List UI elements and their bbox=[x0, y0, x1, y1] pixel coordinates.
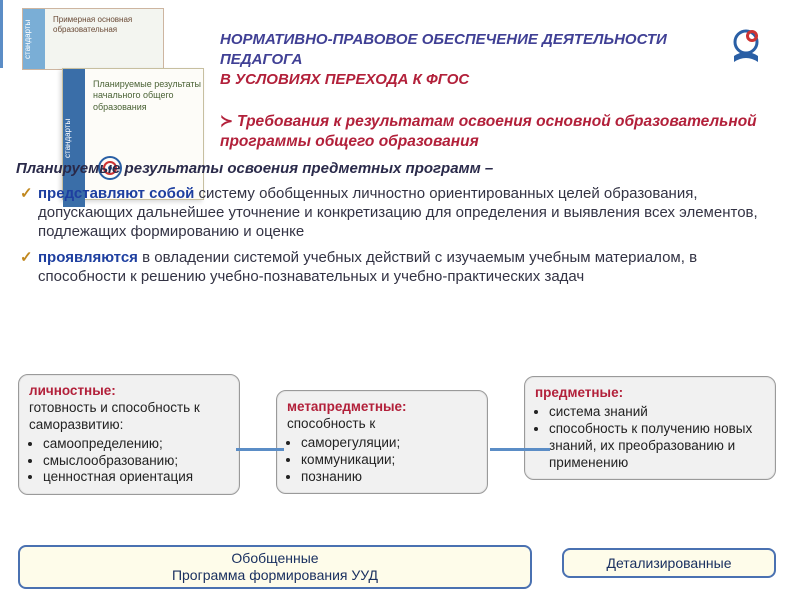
pill-generalized: Обобщенные Программа формирования УУД bbox=[18, 545, 532, 589]
list-item: система знаний bbox=[549, 404, 765, 421]
title-crimson: В УСЛОВИЯХ ПЕРЕХОДА К ФГОС bbox=[220, 71, 730, 88]
box-personal: личностные: готовность и способность к с… bbox=[18, 374, 240, 495]
subheading: Требования к результатам освоения основн… bbox=[220, 112, 780, 152]
box-meta-intro: способность к bbox=[287, 416, 477, 433]
list-item: саморегуляции; bbox=[301, 435, 477, 452]
connector-line bbox=[236, 448, 284, 451]
book-back-spine: стандарты bbox=[23, 9, 45, 69]
book-front-text: Планируемые результаты начального общего… bbox=[93, 79, 203, 113]
connector-line bbox=[0, 28, 3, 68]
list-item: ценностная ориентация bbox=[43, 469, 229, 486]
box-meta-list: саморегуляции; коммуникации; познанию bbox=[287, 435, 477, 486]
boxes-row: личностные: готовность и способность к с… bbox=[18, 380, 782, 495]
header: НОРМАТИВНО-ПРАВОВОЕ ОБЕСПЕЧЕНИЕ ДЕЯТЕЛЬН… bbox=[220, 30, 730, 88]
box-personal-list: самоопределению; смыслообразованию; ценн… bbox=[29, 436, 229, 487]
list-item: коммуникации; bbox=[301, 452, 477, 469]
box-subject: предметные: система знаний способность к… bbox=[524, 376, 776, 480]
box-personal-title: личностные: bbox=[29, 383, 116, 398]
list-item: способность к получению новых знаний, их… bbox=[549, 421, 765, 472]
box-subject-list: система знаний способность к получению н… bbox=[535, 404, 765, 472]
book-back-text: Примерная основная образовательная bbox=[53, 15, 163, 34]
box-personal-intro: готовность и способность к саморазвитию: bbox=[29, 400, 229, 434]
box-subject-title: предметные: bbox=[535, 385, 623, 400]
list-item: познанию bbox=[301, 469, 477, 486]
section-lead: Планируемые результаты освоения предметн… bbox=[16, 160, 776, 177]
bullets: представляют собой систему обобщенных ли… bbox=[20, 184, 780, 292]
book-back: стандарты Примерная основная образовател… bbox=[22, 8, 164, 70]
connector-line bbox=[490, 448, 550, 451]
pill-detailed: Детализированные bbox=[562, 548, 776, 578]
box-meta: метапредметные: способность к саморегуля… bbox=[276, 390, 488, 494]
list-item: смыслообразованию; bbox=[43, 453, 229, 470]
connector-line bbox=[0, 0, 3, 28]
book-front: стандарты Планируемые результаты начальн… bbox=[62, 68, 204, 200]
pill-generalized-text: Обобщенные Программа формирования УУД bbox=[172, 550, 378, 584]
bullet-1: представляют собой систему обобщенных ли… bbox=[20, 184, 780, 242]
box-meta-title: метапредметные: bbox=[287, 399, 407, 414]
bullet-1-lead: представляют собой bbox=[38, 185, 194, 202]
list-item: самоопределению; bbox=[43, 436, 229, 453]
bullet-2-lead: проявляются bbox=[38, 249, 138, 266]
bullet-2: проявляются в овладении системой учебных… bbox=[20, 248, 780, 286]
pill-detailed-text: Детализированные bbox=[606, 555, 731, 572]
title-navy: НОРМАТИВНО-ПРАВОВОЕ ОБЕСПЕЧЕНИЕ ДЕЯТЕЛЬН… bbox=[220, 30, 730, 69]
